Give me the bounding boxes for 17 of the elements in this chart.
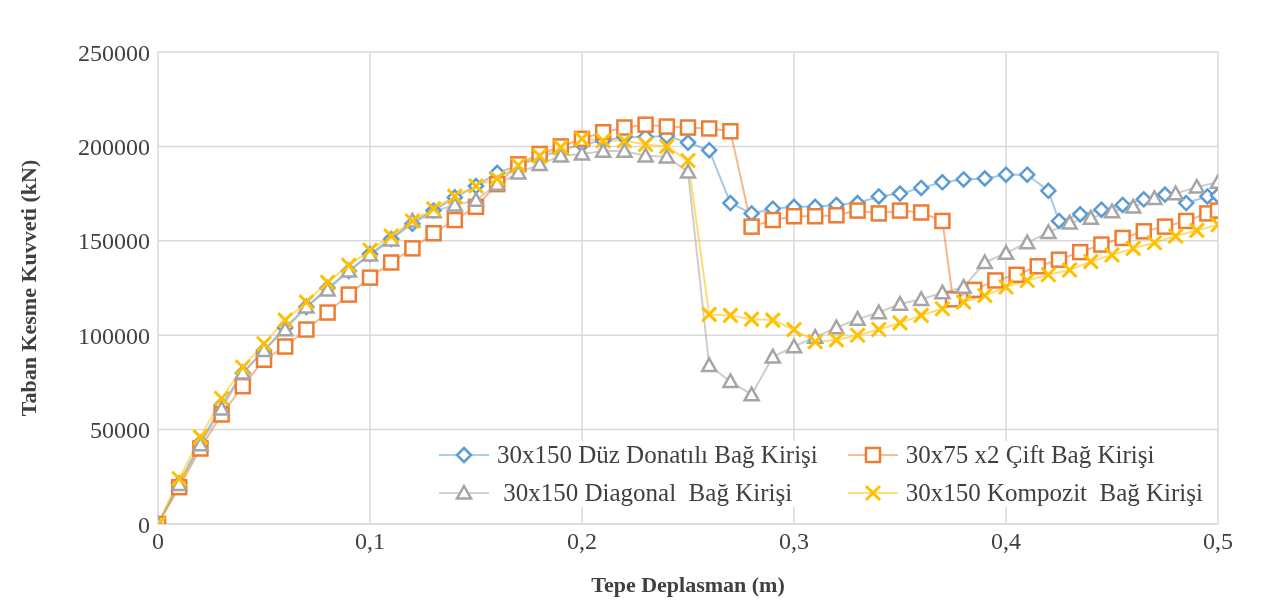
y-tick-label: 0 (138, 511, 150, 538)
x-tick-label: 0,3 (779, 528, 809, 555)
y-tick-label: 50000 (90, 417, 150, 444)
y-axis-title: Taban Kesme Kuvveti (kN) (15, 159, 41, 417)
x-tick-label: 0,2 (567, 528, 597, 555)
x-tick-label: 0,4 (991, 528, 1021, 555)
y-tick-label: 250000 (78, 39, 150, 66)
legend-label: 30x150 Kompozit Bağ Kirişi (905, 479, 1203, 507)
legend-label: 30x75 x2 Çift Bağ Kirişi (905, 441, 1155, 469)
legend-label: 30x150 Düz Donatılı Bağ Kirişi (496, 441, 818, 469)
x-tick-label: 0,1 (355, 528, 385, 555)
x-tick-label: 0,5 (1203, 528, 1233, 555)
y-tick-label: 100000 (78, 322, 150, 349)
y-tick-label: 150000 (78, 228, 150, 255)
x-axis-title: Tepe Deplasman (m) (591, 572, 785, 597)
y-tick-label: 200000 (78, 133, 150, 160)
legend-label: 30x150 Diagonal Bağ Kirişi (502, 479, 793, 507)
